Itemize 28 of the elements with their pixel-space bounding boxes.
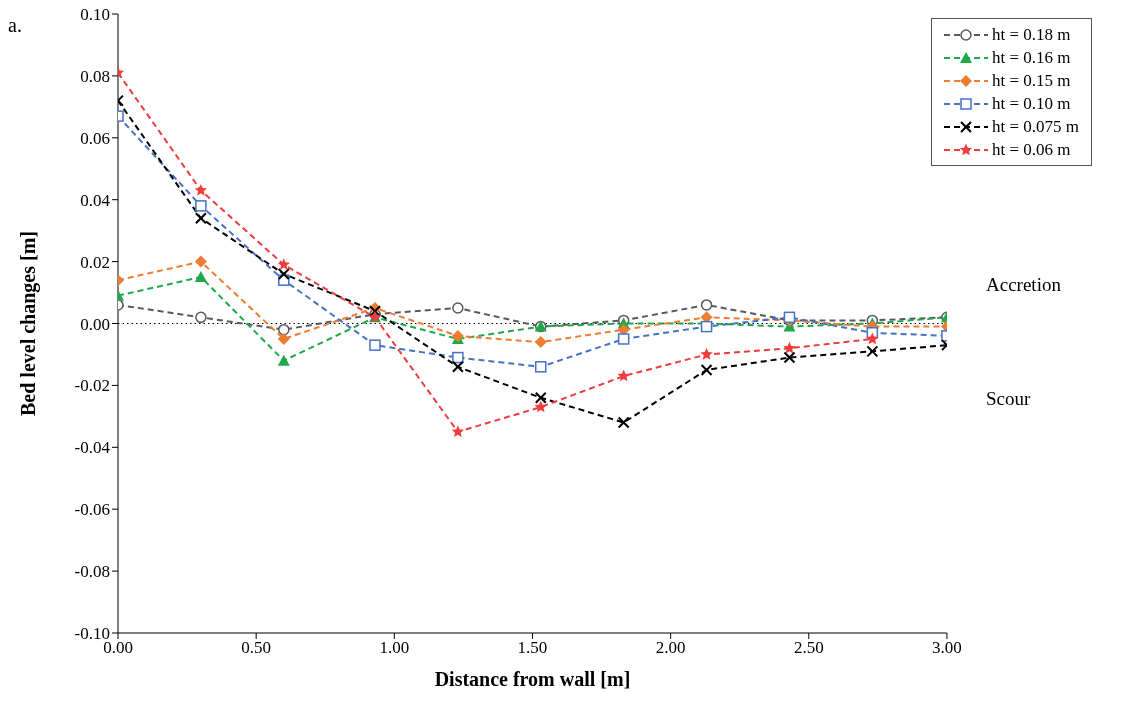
x-tick-label: 2.50 bbox=[793, 638, 824, 658]
legend-label: ht = 0.16 m bbox=[991, 47, 1071, 68]
y-tick-label: 0.08 bbox=[80, 66, 110, 86]
x-tick-label: 0.50 bbox=[241, 638, 272, 658]
x-tick-label: 0.00 bbox=[103, 638, 133, 658]
y-tick-label: -0.02 bbox=[74, 376, 110, 396]
legend-label: ht = 0.10 m bbox=[991, 93, 1071, 114]
y-tick-label: -0.06 bbox=[74, 500, 110, 520]
legend-label: ht = 0.06 m bbox=[991, 139, 1071, 160]
legend-label: ht = 0.075 m bbox=[991, 116, 1079, 137]
legend-label: ht = 0.18 m bbox=[991, 24, 1071, 45]
text: a. bbox=[8, 14, 22, 37]
x-axis-title: Distance from wall [m] bbox=[434, 668, 631, 690]
y-tick-label: -0.08 bbox=[74, 562, 110, 582]
y-tick-label: 0.04 bbox=[80, 190, 111, 210]
y-tick-label: -0.04 bbox=[74, 438, 111, 458]
x-tick-label: 2.00 bbox=[655, 638, 686, 658]
y-tick-label: 0.02 bbox=[80, 252, 110, 272]
x-tick-label: 1.00 bbox=[379, 638, 410, 658]
legend-label: ht = 0.15 m bbox=[991, 70, 1071, 91]
x-tick-label: 1.50 bbox=[517, 638, 548, 658]
y-tick-label: 0.00 bbox=[80, 314, 110, 334]
text: Accretion bbox=[986, 274, 1061, 296]
text: Scour bbox=[986, 388, 1031, 410]
y-tick-label: 0.06 bbox=[80, 128, 110, 148]
y-tick-label: 0.10 bbox=[80, 5, 110, 25]
x-tick-label: 3.00 bbox=[932, 638, 962, 658]
y-axis-title: Bed level changes [m] bbox=[17, 231, 41, 416]
